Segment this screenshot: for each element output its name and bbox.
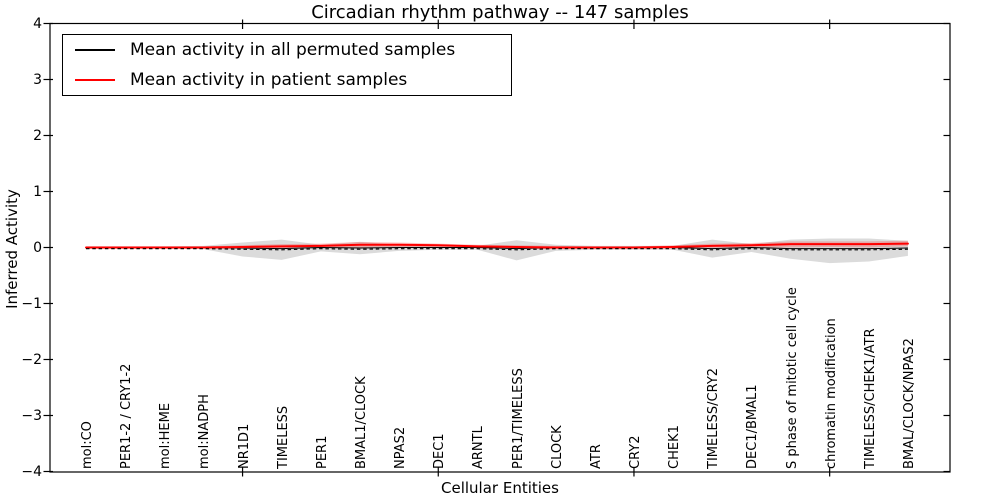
permuted-samples-range-band [86, 238, 908, 264]
patient-line-swatch [75, 79, 115, 81]
x-tick-label: BMAL1/CLOCK [353, 376, 369, 469]
x-tick-label: CRY2 [627, 435, 643, 470]
x-tick-label: S phase of mitotic cell cycle [784, 287, 800, 469]
chart-title: Circadian rhythm pathway -- 147 samples [311, 2, 689, 23]
permuted-line-swatch [75, 49, 115, 51]
x-axis-label: Cellular Entities [441, 479, 559, 497]
y-tick-label: 3 [33, 71, 42, 88]
x-tick-label: mol:HEME [158, 402, 174, 469]
y-tick-label: −1 [21, 295, 42, 312]
permuted-mean-dashes [86, 248, 908, 251]
legend-row-patient: Mean activity in patient samples [63, 67, 511, 93]
y-tick-label: 0 [33, 239, 42, 256]
y-tick-label: 1 [33, 183, 42, 200]
y-tick-label: 2 [33, 127, 42, 144]
legend-label-permuted: Mean activity in all permuted samples [130, 40, 456, 60]
y-tick-label: −3 [21, 407, 42, 424]
x-tick-label: chromatin modification [823, 318, 839, 469]
legend-row-permuted: Mean activity in all permuted samples [63, 37, 511, 63]
x-tick-label: TIMELESS/CRY2 [706, 367, 722, 469]
y-tick-label: 4 [33, 15, 42, 32]
legend: Mean activity in all permuted samples Me… [62, 34, 512, 96]
patient-mean-line [85, 242, 909, 249]
legend-label-patient: Mean activity in patient samples [130, 70, 408, 90]
x-tick-label: PER1 [314, 435, 330, 469]
x-tick-label: NR1D1 [236, 423, 252, 469]
x-tick-label: CHEK1 [667, 425, 683, 469]
y-tick-label: −2 [21, 351, 42, 368]
x-tick-label: DEC1 [432, 433, 448, 469]
x-tick-label: mol:NADPH [197, 394, 213, 469]
x-tick-label: DEC1/BMAL1 [745, 384, 761, 470]
x-tick-label: ARNTL [471, 426, 487, 469]
x-tick-label: BMAL/CLOCK/NPAS2 [901, 338, 917, 469]
x-tick-label: mol:CO [80, 421, 95, 469]
x-tick-label: TIMELESS/CHEK1/ATR [862, 328, 878, 469]
x-tick-label: TIMELESS [275, 405, 291, 469]
x-tick-label: NPAS2 [393, 426, 409, 469]
x-tick-label: ATR [588, 444, 604, 469]
x-tick-label: PER1/TIMELESS [510, 368, 526, 469]
x-tick-label: PER1-2 / CRY1-2 [119, 363, 135, 469]
y-tick-label: −4 [21, 463, 42, 480]
x-tick-label: CLOCK [549, 425, 565, 469]
